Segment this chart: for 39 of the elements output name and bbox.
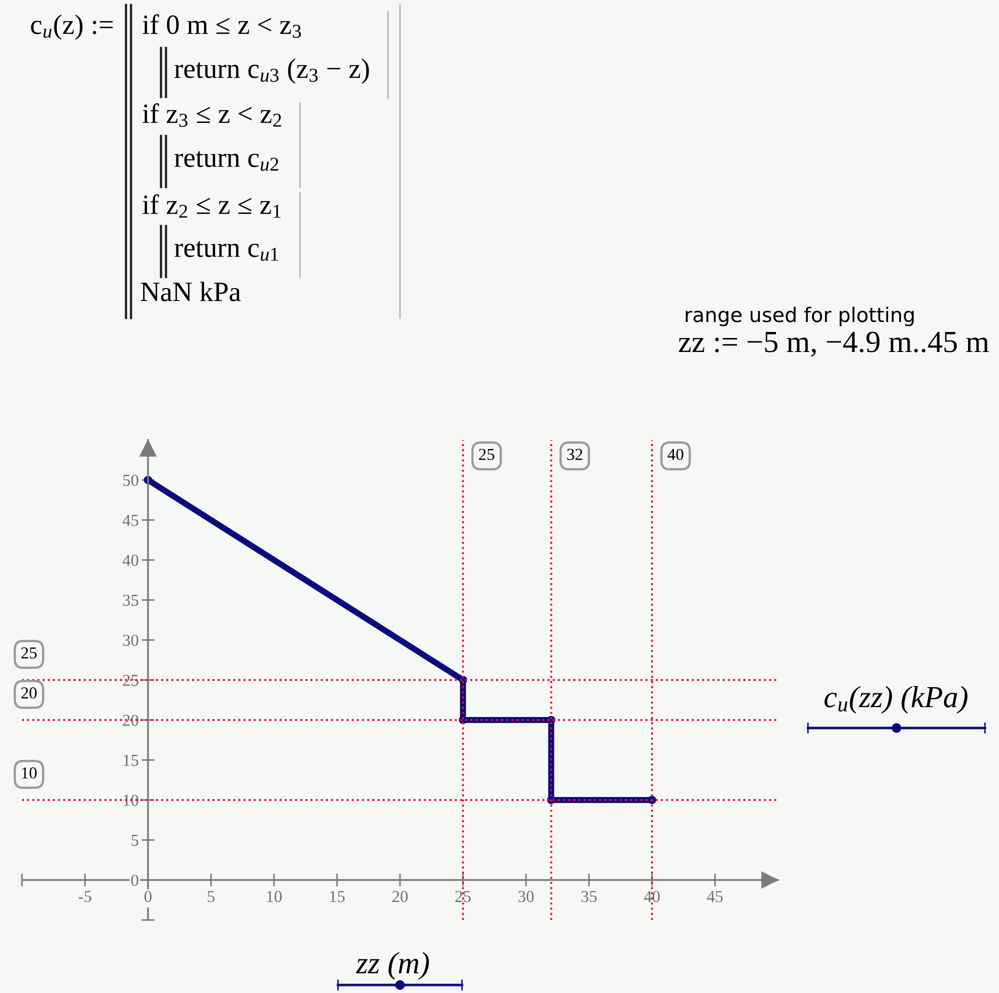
text: c$_{u}$(z) := (31, 14, 113, 40)
x-tick-label: 45 (706, 891, 723, 902)
y-tick-label: 50 (123, 474, 138, 486)
text: NaN kPa (140, 282, 241, 302)
ref-line-label: 40 (668, 448, 684, 460)
y-axis-title: c$_{u}$(zz) (kPa) (824, 686, 968, 714)
text: if z$_{3}$ ≤ z < z$_{2}$ (142, 103, 282, 127)
x-tick-label: 0 (144, 890, 152, 902)
x-tick-label: 40 (644, 890, 660, 902)
x-tick-label: -5 (78, 891, 92, 902)
y-tick-label: 45 (122, 514, 138, 526)
y-tick-label: 35 (123, 594, 138, 606)
y-tick-label: 0 (131, 874, 138, 886)
ref-line-label: 25 (21, 647, 37, 659)
text: range used for plotting (686, 306, 914, 326)
text: return c$_{u2}$ (174, 151, 278, 171)
x-tick-label: 30 (518, 890, 534, 902)
x-tick-label: 35 (581, 890, 597, 902)
text: return c$_{u1}$ (174, 241, 278, 261)
y-tick-label: 20 (123, 714, 138, 726)
x-tick-label: 10 (267, 890, 282, 902)
y-tick-label: 30 (123, 634, 138, 646)
x-axis-title: zz (m) (356, 952, 429, 980)
ref-line-label: 10 (22, 767, 37, 779)
ref-line-label: 25 (479, 448, 494, 460)
x-tick-label: 5 (208, 891, 215, 902)
x-tick-label: 20 (392, 890, 408, 902)
ref-line-label: 32 (567, 448, 582, 460)
y-tick-label: 15 (124, 754, 138, 766)
ref-line-label: 20 (21, 687, 37, 699)
x-tick-label: 25 (455, 890, 471, 902)
text: if z$_{2}$ ≤ z ≤ z$_{1}$ (142, 194, 281, 218)
y-tick-label: 5 (132, 834, 138, 846)
x-tick-label: 15 (330, 890, 345, 902)
y-tick-label: 25 (123, 674, 138, 686)
text: zz := −5 m, −4.9 m..45 m (678, 332, 989, 357)
text: if 0 m ≤ z < z$_{3}$ (142, 14, 301, 38)
y-tick-label: 40 (122, 554, 138, 566)
text: return c$_{u3}$ (z$_{3}$ − z) (174, 58, 369, 84)
